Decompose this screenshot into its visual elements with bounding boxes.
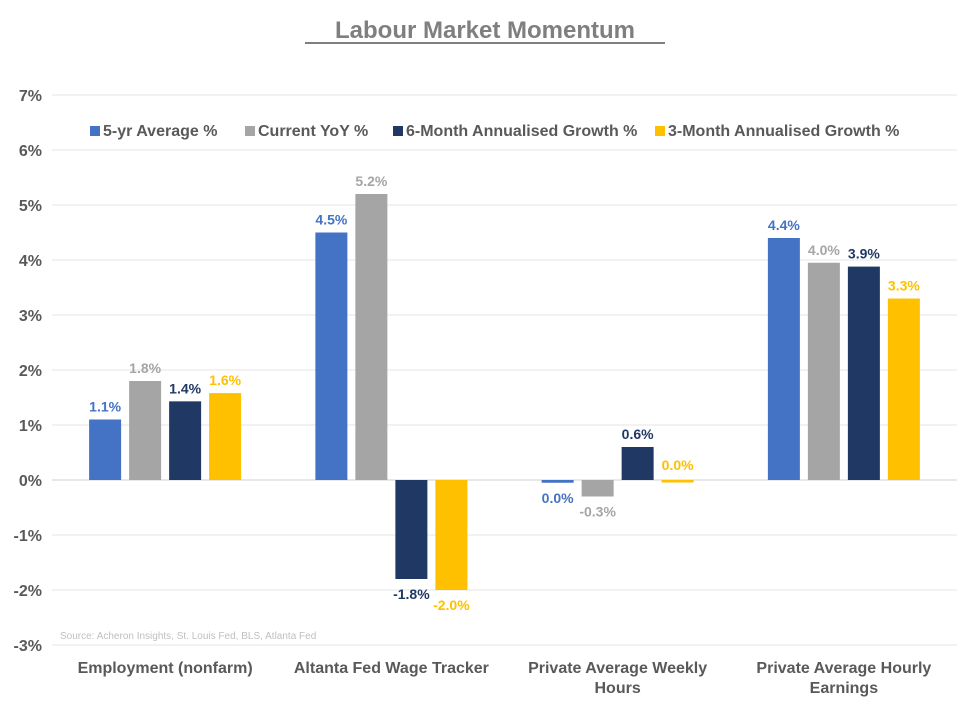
bar bbox=[807, 262, 840, 480]
data-label: 4.4% bbox=[768, 217, 800, 233]
legend: 5-yr Average % Current YoY % 6-Month Annua… bbox=[90, 123, 899, 140]
data-label: 3.9% bbox=[848, 246, 880, 262]
y-axis: 7% 6% 5% 4% 3% 2% 1% 0% -1% -2% -3% bbox=[14, 88, 42, 655]
x-category-label: Private Average Weekly bbox=[528, 660, 707, 677]
bar bbox=[395, 480, 428, 579]
y-tick-label: 5% bbox=[19, 198, 42, 215]
data-label: 1.4% bbox=[169, 380, 201, 396]
y-tick-label: 1% bbox=[19, 418, 42, 435]
legend-label: 6-Month Annualised Growth % bbox=[406, 123, 637, 140]
x-axis: Employment (nonfarm) Altanta Fed Wage Tra… bbox=[78, 660, 932, 697]
data-label: -2.0% bbox=[433, 597, 470, 613]
x-category-label: Altanta Fed Wage Tracker bbox=[294, 660, 489, 677]
bar bbox=[169, 401, 202, 480]
data-label: 1.1% bbox=[89, 399, 121, 415]
legend-label: Current YoY % bbox=[258, 123, 368, 140]
legend-swatch bbox=[90, 126, 100, 136]
x-category-label: Employment (nonfarm) bbox=[78, 660, 253, 677]
data-label: 1.8% bbox=[129, 360, 161, 376]
bar bbox=[89, 419, 122, 480]
bar bbox=[887, 298, 920, 480]
data-label: 0.0% bbox=[542, 490, 574, 506]
bar bbox=[661, 480, 694, 483]
legend-swatch bbox=[655, 126, 665, 136]
data-label: 3.3% bbox=[888, 278, 920, 294]
x-category-label: Hours bbox=[595, 680, 641, 697]
data-label: -1.8% bbox=[393, 586, 430, 602]
bar bbox=[581, 480, 614, 497]
data-label: 4.5% bbox=[315, 212, 347, 228]
chart-title: Labour Market Momentum bbox=[335, 17, 635, 44]
bar bbox=[355, 194, 388, 480]
bar bbox=[129, 381, 162, 480]
bar bbox=[621, 447, 654, 480]
data-label: 5.2% bbox=[355, 173, 387, 189]
legend-label: 5-yr Average % bbox=[103, 123, 217, 140]
legend-swatch bbox=[393, 126, 403, 136]
bar bbox=[315, 232, 348, 480]
legend-label: 3-Month Annualised Growth % bbox=[668, 123, 899, 140]
source-note: Source: Acheron Insights, St. Louis Fed,… bbox=[60, 631, 316, 642]
x-category-label: Earnings bbox=[810, 680, 879, 697]
y-tick-label: -1% bbox=[14, 528, 42, 545]
legend-swatch bbox=[245, 126, 255, 136]
data-label: 1.6% bbox=[209, 372, 241, 388]
bar bbox=[767, 238, 800, 480]
y-tick-label: 4% bbox=[19, 253, 42, 270]
gridlines bbox=[52, 94, 957, 646]
x-category-label: Private Average Hourly bbox=[756, 660, 931, 677]
data-label: -0.3% bbox=[579, 504, 616, 520]
y-tick-label: -3% bbox=[14, 638, 42, 655]
y-tick-label: 2% bbox=[19, 363, 42, 380]
y-tick-label: 3% bbox=[19, 308, 42, 325]
bar bbox=[209, 393, 242, 480]
y-tick-label: 0% bbox=[19, 473, 42, 490]
bar bbox=[435, 480, 468, 590]
y-tick-label: 6% bbox=[19, 143, 42, 160]
y-tick-label: -2% bbox=[14, 583, 42, 600]
data-label: 4.0% bbox=[808, 242, 840, 258]
data-labels: 1.1% 1.8% 1.4% 1.6% 4.5% 5.2% -1.8%-2.0% 0.0% -0… bbox=[89, 173, 920, 613]
bar bbox=[847, 266, 880, 480]
data-label: 0.6% bbox=[622, 426, 654, 442]
data-label: 0.0% bbox=[662, 457, 694, 473]
bar bbox=[541, 480, 574, 483]
y-tick-label: 7% bbox=[19, 88, 42, 105]
bars bbox=[89, 194, 920, 590]
